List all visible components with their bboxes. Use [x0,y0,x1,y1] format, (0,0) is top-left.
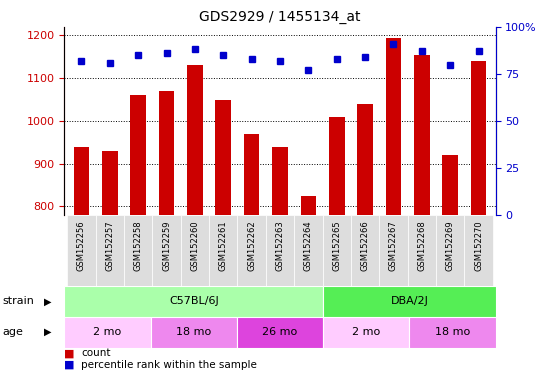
Bar [471,61,487,215]
Bar [73,147,89,215]
Text: C57BL/6J: C57BL/6J [169,296,218,306]
Text: percentile rank within the sample: percentile rank within the sample [81,360,257,370]
Text: ■: ■ [64,360,75,370]
Bar [181,215,209,286]
Text: count: count [81,348,111,358]
Text: GSM152260: GSM152260 [190,221,199,271]
Bar [64,286,323,317]
Bar [102,151,118,215]
Bar [442,155,458,215]
Bar [323,286,496,317]
Bar [294,215,323,286]
Text: GSM152268: GSM152268 [417,221,426,271]
Text: 18 mo: 18 mo [435,327,470,337]
Text: GSM152264: GSM152264 [304,221,313,271]
Text: GSM152256: GSM152256 [77,221,86,271]
Text: DBA/2J: DBA/2J [390,296,428,306]
Bar [216,99,231,215]
Bar [408,215,436,286]
Text: GSM152265: GSM152265 [332,221,341,271]
Title: GDS2929 / 1455134_at: GDS2929 / 1455134_at [199,10,361,25]
Bar [209,215,237,286]
Bar [67,215,96,286]
Bar [152,215,181,286]
Text: 2 mo: 2 mo [352,327,380,337]
Bar [436,215,464,286]
Bar [409,317,496,348]
Bar [323,215,351,286]
Bar [96,215,124,286]
Bar [187,65,203,215]
Bar [357,104,373,215]
Text: GSM152261: GSM152261 [219,221,228,271]
Bar [464,215,493,286]
Text: 26 mo: 26 mo [263,327,297,337]
Text: ▶: ▶ [44,327,52,337]
Bar [124,215,152,286]
Bar [351,215,379,286]
Bar [272,147,288,215]
Bar [237,215,266,286]
Text: age: age [3,327,24,337]
Text: GSM152269: GSM152269 [446,221,455,271]
Bar [323,317,409,348]
Bar [158,91,174,215]
Text: GSM152266: GSM152266 [361,221,370,271]
Bar [130,95,146,215]
Text: GSM152267: GSM152267 [389,221,398,271]
Bar [379,215,408,286]
Bar [301,196,316,215]
Bar [386,38,402,215]
Bar [237,317,323,348]
Text: GSM152257: GSM152257 [105,221,114,271]
Bar [329,117,344,215]
Text: ▶: ▶ [44,296,52,306]
Text: ■: ■ [64,348,75,358]
Bar [266,215,294,286]
Text: GSM152270: GSM152270 [474,221,483,271]
Text: GSM152258: GSM152258 [134,221,143,271]
Text: 2 mo: 2 mo [94,327,122,337]
Bar [244,134,259,215]
Bar [64,317,151,348]
Text: 18 mo: 18 mo [176,327,211,337]
Bar [151,317,237,348]
Text: GSM152263: GSM152263 [276,221,284,271]
Text: GSM152262: GSM152262 [247,221,256,271]
Bar [414,55,430,215]
Text: GSM152259: GSM152259 [162,221,171,271]
Text: strain: strain [3,296,35,306]
